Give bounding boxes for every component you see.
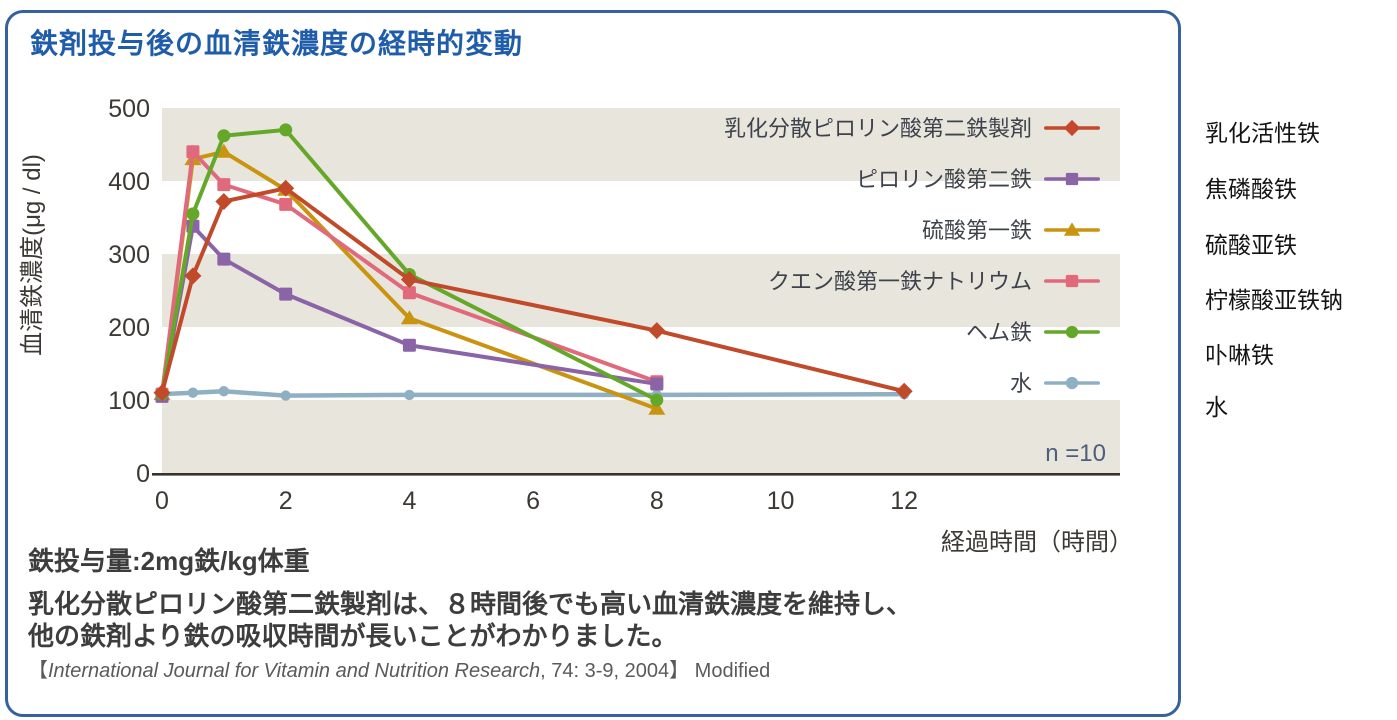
y-tick-label: 300 [108, 241, 150, 269]
y-tick-label: 500 [108, 95, 150, 123]
annotation-label: 卟啉铁 [1205, 342, 1274, 368]
series-marker [186, 207, 200, 221]
plot-band [162, 400, 1120, 473]
series-marker [400, 310, 418, 325]
chart-title: 鉄剤投与後の血清鉄濃度の経時的変動 [30, 28, 524, 59]
series-marker [217, 252, 231, 266]
legend-label: ヘム鉄 [966, 320, 1032, 345]
series-marker [279, 197, 293, 211]
conclusion-line-2: 他の鉄剤より鉄の吸収時間が長いことがわかりました。 [28, 621, 678, 651]
legend-label: 水 [1010, 371, 1032, 396]
x-tick-label: 8 [650, 487, 664, 515]
legend-marker [1065, 325, 1079, 339]
x-axis-label: 経過時間（時間） [941, 529, 1133, 556]
series-marker [404, 389, 415, 401]
x-axis-line [152, 473, 1120, 476]
series-marker [650, 393, 664, 407]
annotation-label: 水 [1205, 394, 1228, 420]
plot-band [162, 108, 1120, 181]
series-marker [184, 267, 202, 285]
series-marker [400, 271, 418, 289]
y-tick-label: 400 [108, 168, 150, 196]
annotation-label: 焦磷酸铁 [1205, 176, 1297, 202]
citation-rest: , 74: 3-9, 2004】 Modified [540, 660, 771, 682]
series-marker [186, 145, 200, 159]
series-marker [402, 338, 416, 352]
series-marker [153, 384, 171, 402]
series-line [160, 127, 659, 402]
citation-bracket-open: 【 [28, 660, 48, 682]
series-marker [217, 178, 231, 192]
x-tick-label: 4 [402, 487, 416, 515]
series-marker [895, 382, 913, 400]
series-marker [218, 386, 230, 397]
series-marker [280, 390, 291, 401]
legend-label: ピロリン酸第二鉄 [856, 167, 1032, 192]
series-marker [279, 123, 293, 137]
series-marker [215, 192, 233, 210]
legend-marker [1063, 222, 1081, 236]
annotation-label: 柠檬酸亚铁钠 [1205, 287, 1343, 313]
series-marker [279, 287, 293, 301]
citation-journal: International Journal for Vitamin and Nu… [48, 660, 541, 682]
conclusion-line-1: 乳化分散ピロリン酸第二鉄製剤は、８時間後でも高い血清鉄濃度を維持し、 [28, 589, 913, 619]
legend-label: 硫酸第一鉄 [922, 218, 1032, 243]
series-marker [217, 129, 231, 143]
x-tick-label: 12 [890, 487, 918, 515]
legend-marker [1063, 119, 1081, 137]
sample-size-note: n =10 [1045, 440, 1106, 467]
legend-label: 乳化分散ピロリン酸第二鉄製剤 [724, 116, 1032, 141]
series-marker [277, 179, 295, 197]
y-tick-label: 100 [108, 387, 150, 415]
series-marker [650, 377, 664, 391]
y-tick-label: 200 [108, 314, 150, 342]
x-tick-label: 0 [155, 487, 169, 515]
plot-band [162, 254, 1120, 327]
legend-marker [1065, 376, 1079, 390]
dose-note: 鉄投与量:2mg鉄/kg体重 [28, 546, 310, 576]
legend-marker [1065, 274, 1079, 288]
y-tick-label: 0 [136, 460, 150, 488]
series-marker [648, 322, 666, 340]
legend-marker [1065, 172, 1079, 186]
x-tick-label: 6 [526, 487, 540, 515]
series-marker [215, 143, 233, 158]
annotation-label: 硫酸亚铁 [1205, 232, 1297, 258]
x-tick-label: 10 [767, 487, 795, 515]
series-marker [187, 387, 199, 398]
citation: 【International Journal for Vitamin and N… [28, 654, 770, 683]
series-marker [402, 286, 416, 300]
translation-annotations: 乳化活性铁焦磷酸铁硫酸亚铁柠檬酸亚铁钠 卟啉铁水 [1205, 0, 1395, 720]
series-marker [648, 400, 666, 415]
x-tick-label: 2 [279, 487, 293, 515]
legend-label: クエン酸第一鉄ナトリウム [768, 269, 1032, 294]
y-axis-label: 血清鉄濃度(μg / dl) [19, 154, 46, 356]
annotation-label: 乳化活性铁 [1205, 120, 1320, 146]
series-line [159, 388, 907, 398]
